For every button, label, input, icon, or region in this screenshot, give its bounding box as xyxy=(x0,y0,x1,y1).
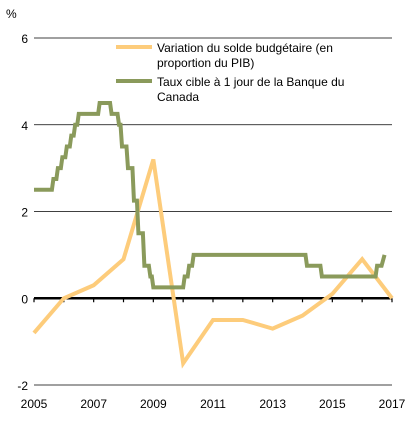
series-line-0 xyxy=(32,158,394,369)
y-axis-ticks: 6 4 2 0 -2 xyxy=(17,32,28,393)
y-tick-label: 2 xyxy=(21,206,28,220)
x-axis-ticks: 2005 2007 2009 2011 2013 2015 2017 xyxy=(21,397,406,411)
x-tick-label: 2005 xyxy=(21,397,48,411)
zero-axis xyxy=(33,297,393,303)
legend-label-1: Canada xyxy=(157,90,199,104)
x-tick-label: 2007 xyxy=(80,397,107,411)
x-tick-label: 2013 xyxy=(259,397,286,411)
y-tick-label: 6 xyxy=(21,32,28,46)
y-tick-label: -2 xyxy=(17,379,28,393)
x-tick-label: 2009 xyxy=(140,397,167,411)
y-tick-label: 4 xyxy=(21,119,28,133)
legend-label-0: proportion du PIB) xyxy=(157,56,254,70)
legend: Variation du solde budgétaire (enproport… xyxy=(116,41,344,104)
y-axis-unit-label: % xyxy=(6,7,17,21)
x-tick-label: 2017 xyxy=(379,397,406,411)
x-tick-label: 2011 xyxy=(200,397,226,411)
legend-label-1: Taux cible à 1 jour de la Banque du xyxy=(157,75,344,89)
y-tick-label: 0 xyxy=(21,292,28,306)
x-tick-label: 2015 xyxy=(319,397,346,411)
legend-label-0: Variation du solde budgétaire (en xyxy=(157,41,333,55)
series-lines xyxy=(32,101,394,369)
series-line-1 xyxy=(34,101,387,290)
gridlines xyxy=(34,37,392,386)
